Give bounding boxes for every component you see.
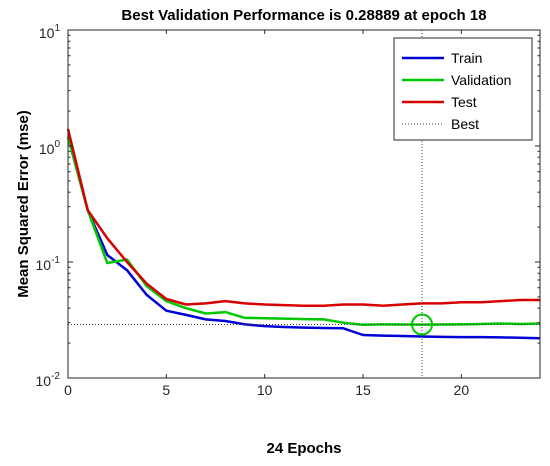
x-tick-label: 10 [257, 382, 273, 398]
legend-label-best: Best [451, 116, 479, 132]
y-tick-label: 10-2 [36, 371, 61, 389]
legend-label-train: Train [451, 50, 482, 66]
x-tick-label: 5 [162, 382, 170, 398]
axes-box [67, 29, 541, 379]
x-axis-ticks: 0 5 10 15 20 [64, 30, 469, 398]
y-tick-label: 10-1 [36, 255, 61, 273]
legend-label-validation: Validation [451, 72, 511, 88]
y-tick-label: 101 [39, 23, 61, 41]
legend-box [393, 37, 533, 141]
y-axis-label: Mean Squared Error (mse) [15, 110, 32, 298]
legend: Train Validation Test Best [393, 37, 533, 141]
series-line-test [66, 128, 540, 307]
legend-label-test: Test [451, 94, 477, 110]
x-tick-label: 20 [454, 382, 470, 398]
y-tick-label: 100 [39, 139, 61, 157]
x-tick-label: 0 [64, 382, 72, 398]
y-axis-ticks: 10-2 10-1 100 101 [36, 23, 540, 389]
series-line-train [66, 136, 541, 340]
x-tick-label: 15 [355, 382, 371, 398]
chart-title: Best Validation Performance is 0.28889 a… [121, 7, 486, 24]
x-axis-label: 24 Epochs [266, 440, 341, 457]
best-point-marker [411, 313, 433, 336]
